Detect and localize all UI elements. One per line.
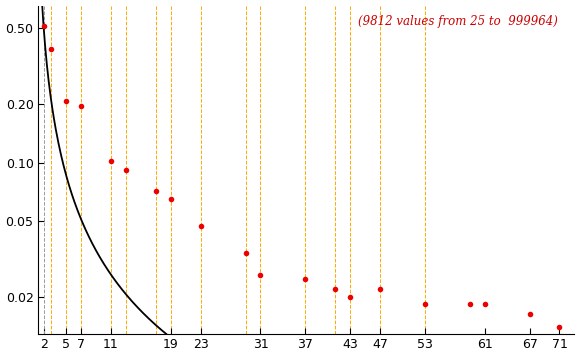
Text: (9812 values from 25 to  999964): (9812 values from 25 to 999964) — [358, 15, 559, 29]
